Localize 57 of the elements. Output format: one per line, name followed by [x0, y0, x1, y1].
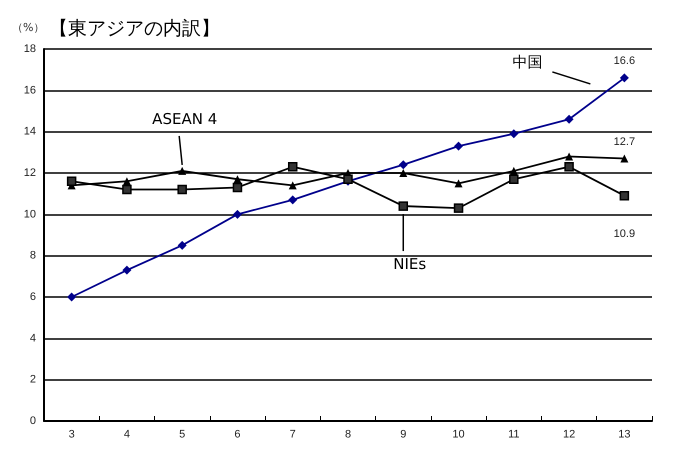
- x-tick-label: 10: [452, 428, 465, 440]
- point: [454, 142, 464, 151]
- point: [564, 162, 574, 172]
- text: NIEs: [393, 255, 426, 274]
- y-tick-label: 12: [24, 167, 36, 179]
- y-tick-label: 2: [30, 374, 36, 386]
- data-label: 16.6: [614, 54, 636, 67]
- x-tick-label: 13: [618, 428, 630, 440]
- point: [564, 114, 574, 124]
- y-tick-label: 4: [30, 332, 36, 344]
- point: [232, 182, 242, 192]
- data-label: 10.9: [614, 228, 636, 240]
- x-tick-label: 8: [344, 428, 352, 440]
- point: [288, 162, 298, 172]
- data-label: 12.7: [614, 136, 636, 148]
- x-tick-label: 6: [234, 428, 241, 440]
- point: [565, 152, 574, 160]
- y-tick-label: 18: [24, 43, 36, 55]
- point: [454, 179, 463, 188]
- point: [398, 160, 408, 170]
- point: [620, 154, 628, 163]
- point: [343, 174, 353, 184]
- point: [178, 166, 186, 175]
- point: [122, 177, 131, 186]
- y-tick-label: 8: [30, 250, 36, 262]
- y-tick-label: 16: [24, 84, 36, 96]
- x-tick-label: 9: [400, 428, 406, 440]
- point: [178, 240, 187, 250]
- x-tick-label: 5: [179, 428, 186, 440]
- point: [288, 195, 298, 204]
- point: [66, 176, 76, 186]
- point: [509, 129, 518, 138]
- text: 中国: [512, 52, 542, 71]
- chart-title: 【東アジアの内訳】: [49, 18, 220, 40]
- x-tick-label: 3: [68, 428, 75, 440]
- text: ASEAN 4: [152, 110, 218, 128]
- x-tick-label: 11: [508, 428, 520, 440]
- point: [67, 292, 76, 302]
- y-axis-title: （%）: [12, 21, 44, 34]
- point: [398, 201, 408, 211]
- point: [620, 190, 630, 200]
- point: [122, 266, 132, 275]
- point: [620, 73, 629, 82]
- y-tick-label: 10: [24, 208, 36, 220]
- point: [177, 184, 187, 194]
- y-tick-label: 0: [30, 415, 36, 427]
- point: [454, 203, 464, 213]
- y-tick-label: 14: [24, 126, 36, 138]
- x-tick-label: 4: [124, 428, 130, 440]
- point: [122, 184, 132, 194]
- point: [509, 174, 519, 184]
- x-tick-label: 12: [562, 428, 576, 440]
- x-tick-label: 7: [290, 428, 296, 440]
- y-tick-label: 6: [30, 291, 36, 303]
- point: [288, 181, 297, 190]
- point: [399, 169, 408, 177]
- point: [232, 210, 242, 219]
